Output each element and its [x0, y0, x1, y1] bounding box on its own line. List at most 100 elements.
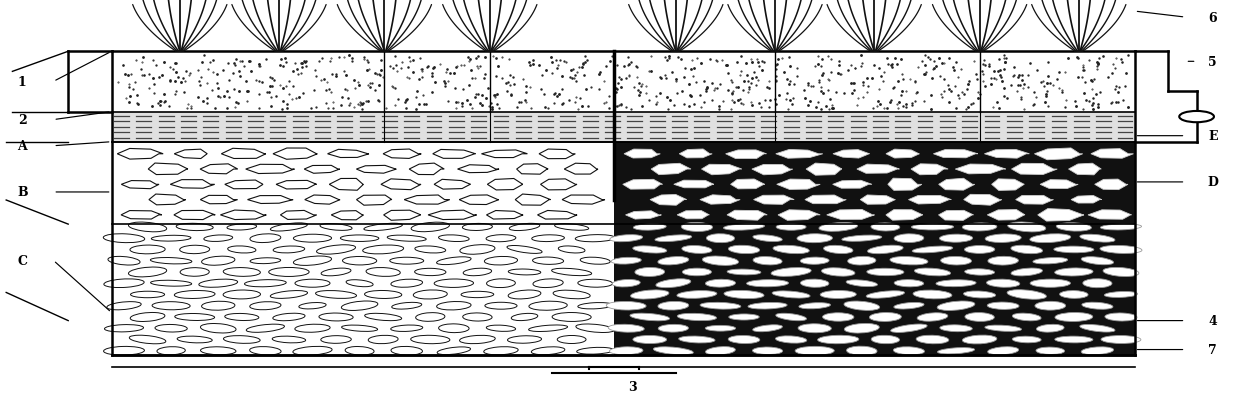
- Polygon shape: [805, 196, 846, 204]
- Ellipse shape: [985, 325, 1022, 332]
- Ellipse shape: [1081, 302, 1114, 310]
- Polygon shape: [1095, 180, 1128, 190]
- Polygon shape: [118, 149, 164, 160]
- Ellipse shape: [867, 269, 904, 276]
- Ellipse shape: [1055, 313, 1092, 322]
- Ellipse shape: [658, 302, 688, 310]
- Ellipse shape: [436, 302, 471, 310]
- Ellipse shape: [580, 257, 610, 265]
- Ellipse shape: [1035, 302, 1065, 310]
- Polygon shape: [934, 150, 978, 158]
- Ellipse shape: [987, 302, 1019, 310]
- Polygon shape: [434, 180, 470, 190]
- Ellipse shape: [632, 246, 667, 253]
- Ellipse shape: [894, 280, 924, 287]
- Ellipse shape: [771, 268, 811, 277]
- Polygon shape: [562, 196, 605, 205]
- Ellipse shape: [223, 336, 260, 344]
- Ellipse shape: [103, 234, 145, 243]
- Polygon shape: [625, 211, 661, 219]
- Polygon shape: [680, 150, 712, 158]
- Bar: [112, 52, 1135, 112]
- Ellipse shape: [988, 257, 1018, 265]
- Ellipse shape: [817, 336, 859, 344]
- Ellipse shape: [486, 279, 516, 288]
- Polygon shape: [221, 211, 267, 220]
- Ellipse shape: [508, 269, 541, 275]
- Polygon shape: [861, 195, 895, 205]
- Ellipse shape: [677, 291, 717, 299]
- Ellipse shape: [104, 325, 144, 332]
- Ellipse shape: [872, 336, 899, 344]
- Ellipse shape: [180, 246, 210, 254]
- Polygon shape: [224, 180, 263, 189]
- Ellipse shape: [249, 302, 281, 310]
- Bar: [112, 225, 614, 355]
- Ellipse shape: [653, 347, 693, 355]
- Ellipse shape: [180, 268, 210, 277]
- Text: 7: 7: [1208, 343, 1218, 356]
- Ellipse shape: [753, 347, 782, 354]
- Ellipse shape: [1060, 291, 1087, 299]
- Ellipse shape: [295, 279, 330, 288]
- Ellipse shape: [575, 235, 615, 242]
- Ellipse shape: [293, 346, 332, 355]
- Polygon shape: [754, 196, 794, 205]
- Polygon shape: [541, 179, 577, 190]
- Ellipse shape: [940, 325, 972, 332]
- Ellipse shape: [822, 268, 854, 276]
- Ellipse shape: [913, 290, 952, 299]
- Polygon shape: [857, 165, 899, 174]
- Ellipse shape: [1055, 336, 1092, 343]
- Ellipse shape: [1081, 257, 1114, 265]
- Ellipse shape: [201, 347, 236, 355]
- Text: E: E: [1208, 130, 1218, 143]
- Ellipse shape: [412, 223, 449, 232]
- Ellipse shape: [507, 246, 542, 254]
- Ellipse shape: [867, 291, 904, 298]
- Ellipse shape: [634, 224, 666, 231]
- Polygon shape: [827, 210, 874, 220]
- Text: 6: 6: [1209, 12, 1216, 24]
- Polygon shape: [305, 196, 340, 205]
- Polygon shape: [357, 196, 392, 206]
- Bar: [614, 142, 1135, 225]
- Polygon shape: [955, 165, 1006, 174]
- Ellipse shape: [460, 336, 495, 344]
- Ellipse shape: [528, 325, 568, 332]
- Ellipse shape: [410, 336, 450, 344]
- Ellipse shape: [439, 324, 469, 333]
- Ellipse shape: [890, 257, 928, 265]
- Ellipse shape: [227, 224, 257, 231]
- Ellipse shape: [729, 314, 759, 320]
- Ellipse shape: [223, 290, 260, 299]
- Ellipse shape: [342, 257, 377, 265]
- Polygon shape: [673, 181, 714, 188]
- Ellipse shape: [1011, 268, 1043, 276]
- Text: 3: 3: [629, 381, 636, 393]
- Ellipse shape: [345, 346, 374, 355]
- Ellipse shape: [1054, 247, 1094, 253]
- Polygon shape: [304, 166, 340, 174]
- Ellipse shape: [299, 303, 326, 309]
- Polygon shape: [170, 180, 215, 189]
- Ellipse shape: [389, 257, 424, 265]
- Ellipse shape: [1007, 290, 1047, 300]
- Ellipse shape: [655, 235, 692, 242]
- Ellipse shape: [321, 268, 351, 276]
- Polygon shape: [149, 194, 186, 205]
- Ellipse shape: [918, 313, 947, 322]
- Ellipse shape: [157, 347, 185, 355]
- Ellipse shape: [801, 279, 828, 288]
- Ellipse shape: [775, 336, 807, 343]
- Ellipse shape: [606, 302, 646, 310]
- Ellipse shape: [847, 346, 877, 355]
- Ellipse shape: [436, 257, 471, 265]
- Ellipse shape: [391, 346, 423, 355]
- Polygon shape: [409, 164, 444, 175]
- Ellipse shape: [658, 324, 688, 332]
- Ellipse shape: [706, 347, 735, 355]
- Bar: [112, 112, 1135, 142]
- Polygon shape: [888, 179, 921, 191]
- Ellipse shape: [773, 291, 810, 298]
